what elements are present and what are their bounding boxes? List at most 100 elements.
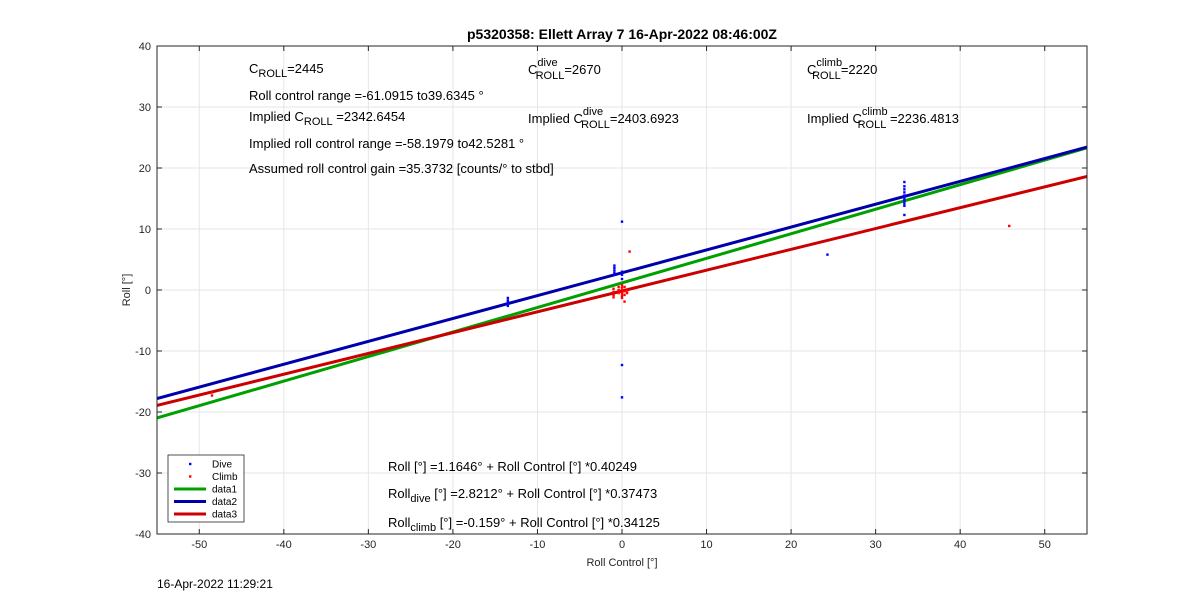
data-point-climb — [625, 289, 629, 292]
data-point-dive — [506, 304, 510, 308]
data-point-climb — [617, 291, 620, 295]
data-point-dive — [506, 301, 510, 304]
y-tick-label: -10 — [135, 346, 151, 358]
data-point-dive — [620, 270, 624, 273]
y-tick-label: 10 — [139, 224, 151, 236]
data-point-dive — [903, 185, 906, 188]
x-tick-label: 50 — [1039, 539, 1051, 551]
data-point-dive — [620, 220, 624, 223]
data-point-dive — [903, 194, 906, 197]
legend-marker-climb — [189, 475, 192, 478]
x-tick-label: 20 — [785, 539, 797, 551]
x-tick-label: 0 — [619, 539, 625, 551]
x-tick-label: 10 — [700, 539, 712, 551]
data-point-climb — [612, 287, 615, 290]
data-point-climb — [628, 250, 631, 253]
data-point-climb — [620, 296, 624, 300]
x-axis-label: Roll Control [°] — [586, 557, 657, 569]
x-axis: -50 -40 -30 -20 -10 0 10 20 30 40 50 — [191, 46, 1051, 551]
data-point-dive — [620, 363, 624, 367]
y-axis: -40 -30 -20 -10 0 10 20 30 40 — [135, 41, 1087, 541]
data-point-dive — [903, 213, 906, 217]
data-point-dive — [903, 202, 906, 205]
legend-label-data1: data1 — [212, 485, 237, 496]
data-point-climb — [623, 285, 626, 289]
c-climb-annotation: Cclimb ROLL=2220 — [807, 57, 877, 82]
legend-label-dive: Dive — [212, 460, 232, 471]
legend-marker-dive — [189, 462, 192, 466]
data-point-dive — [613, 269, 616, 272]
implied-c-dive-annotation: Implied Cdive ROLL=2403.6923 — [528, 106, 679, 131]
data-point-climb — [612, 290, 615, 294]
c-roll-annotation: CROLL=2445 — [249, 61, 324, 80]
data-point-dive — [903, 191, 906, 194]
data-point-dive — [613, 266, 616, 270]
data-point-climb — [612, 296, 615, 299]
data-point-dive — [903, 188, 906, 191]
legend-label-climb: Climb — [212, 472, 238, 483]
y-tick-label: 30 — [139, 102, 151, 114]
data-point-climb — [620, 292, 624, 295]
data-point-climb — [617, 288, 620, 292]
x-tick-label: 30 — [870, 539, 882, 551]
data-point-climb — [617, 285, 620, 289]
data-point-dive — [506, 302, 510, 306]
data-point-climb — [623, 293, 626, 297]
data-point-dive — [613, 264, 616, 267]
implied-range-annotation: Implied roll control range =-58.1979 to4… — [249, 136, 524, 151]
data-point-dive — [613, 273, 616, 276]
data-point-dive — [903, 199, 906, 203]
implied-c-roll-annotation: Implied CROLL =2342.6454 — [249, 109, 405, 128]
data-point-climb — [1008, 224, 1011, 228]
data-point-climb — [620, 286, 624, 289]
data-point-climb — [623, 300, 626, 303]
legend-label-data2: data2 — [212, 497, 237, 508]
data-point-climb — [210, 391, 214, 394]
data-point-dive — [903, 197, 906, 200]
gain-annotation: Assumed roll control gain =35.3732 [coun… — [249, 161, 554, 176]
data-point-dive — [620, 396, 624, 399]
data-point-climb — [620, 288, 624, 292]
data-points — [210, 180, 1011, 399]
data-point-climb — [625, 291, 629, 295]
fit-climb-equation: Rollclimb [°] =-0.159° + Roll Control [°… — [388, 515, 660, 534]
data-point-dive — [903, 204, 906, 208]
x-tick-label: -50 — [191, 539, 207, 551]
data-point-climb — [620, 294, 624, 298]
data-point-dive — [613, 271, 616, 275]
y-tick-label: 20 — [139, 163, 151, 175]
x-tick-label: -40 — [276, 539, 292, 551]
data-point-dive — [506, 296, 510, 300]
fit-all-equation: Roll [°] =1.1646° + Roll Control [°] *0.… — [388, 459, 637, 474]
x-tick-label: 40 — [954, 539, 966, 551]
y-axis-label: Roll [°] — [121, 274, 133, 307]
data-point-dive — [506, 299, 510, 302]
x-tick-label: -10 — [530, 539, 546, 551]
fit-line-data1 — [157, 146, 1087, 420]
y-tick-label: -40 — [135, 529, 151, 541]
data-point-dive — [620, 277, 624, 281]
chart-title: p5320358: Ellett Array 7 16-Apr-2022 08:… — [467, 26, 777, 42]
fit-dive-equation: Rolldive [°] =2.8212° + Roll Control [°]… — [388, 486, 657, 505]
y-tick-label: 0 — [145, 285, 151, 297]
c-dive-annotation: Cdive ROLL=2670 — [528, 57, 601, 82]
x-tick-label: -20 — [445, 539, 461, 551]
data-point-climb — [620, 290, 624, 294]
implied-c-climb-annotation: Implied Cclimb ROLL =2236.4813 — [807, 106, 959, 131]
y-tick-label: -30 — [135, 468, 151, 480]
data-point-climb — [612, 293, 615, 297]
roll-range-annotation: Roll control range =-61.0915 to39.6345 ° — [249, 88, 484, 103]
y-tick-label: 40 — [139, 41, 151, 53]
data-point-climb — [623, 290, 626, 293]
x-tick-label: -30 — [360, 539, 376, 551]
data-point-climb — [210, 394, 214, 397]
legend-label-data3: data3 — [212, 510, 237, 521]
data-point-climb — [620, 283, 624, 287]
timestamp: 16-Apr-2022 11:29:21 — [157, 577, 273, 591]
y-tick-label: -20 — [135, 407, 151, 419]
data-point-dive — [826, 253, 829, 256]
data-point-dive — [903, 180, 906, 184]
data-point-dive — [620, 273, 624, 276]
